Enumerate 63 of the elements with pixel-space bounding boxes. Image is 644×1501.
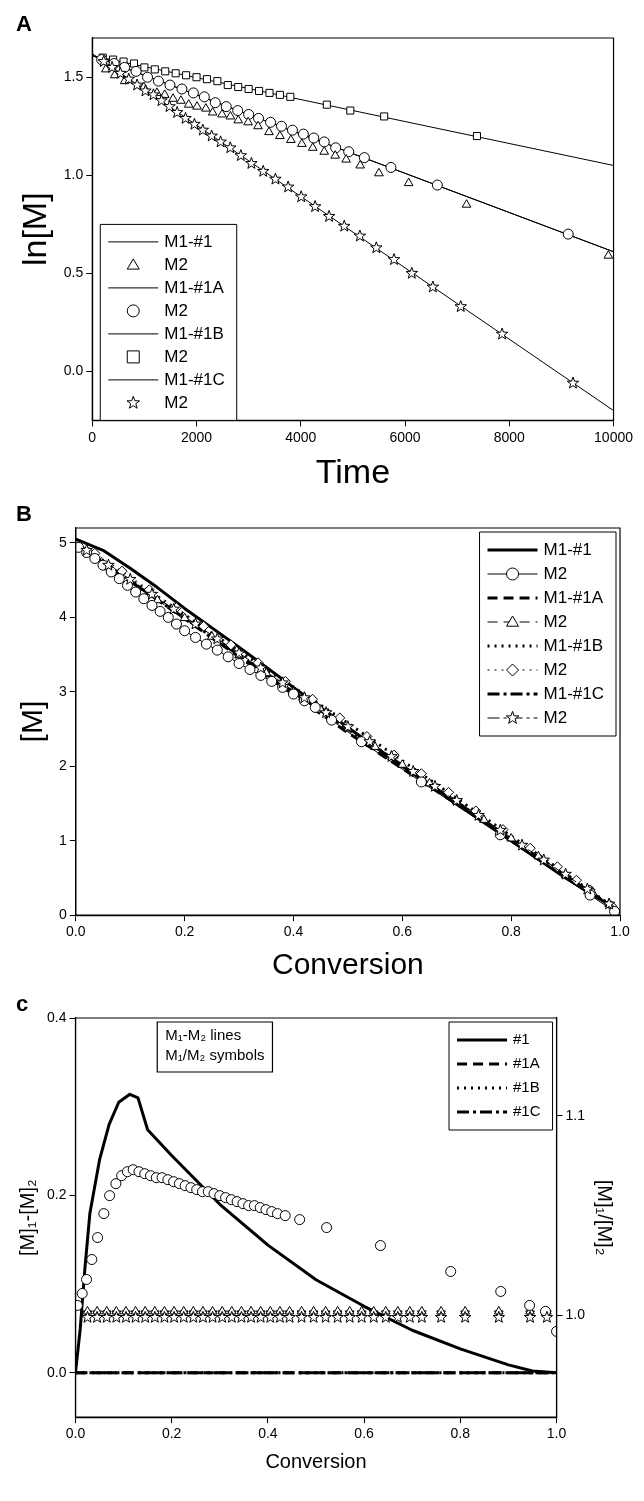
y-tick-label: 0 <box>58 906 67 923</box>
x-tick-label: 0.8 <box>450 1425 471 1442</box>
y-axis-title: [M]₁-[M]₂ <box>15 1179 38 1256</box>
x-tick-label: 0.6 <box>354 1425 375 1442</box>
y2-tick-label: 1.1 <box>565 1106 586 1123</box>
x-tick-label: 1.0 <box>610 923 630 940</box>
legend-label: M1-#1B <box>543 635 604 655</box>
legend-label: M2 <box>543 563 568 583</box>
legend-label: M1-#1 <box>164 231 213 251</box>
legend-label: M2 <box>164 300 188 320</box>
x-axis-title: Time <box>315 451 391 490</box>
legend-label: M1-#1C <box>164 369 225 389</box>
annotation: M₁-M₂ lines <box>165 1025 242 1043</box>
legend-label: M2 <box>164 346 188 366</box>
chart-title: A <box>16 11 32 37</box>
y-tick-label: 3 <box>58 682 67 699</box>
y-tick-label: 1 <box>58 831 67 848</box>
legend-label: M2 <box>543 659 568 679</box>
x-tick-label: 2000 <box>180 428 213 445</box>
y-tick-label: 1.0 <box>63 166 84 183</box>
legend-label: M1-#1A <box>543 587 604 607</box>
y-tick-label: 0.0 <box>46 1363 67 1380</box>
x-tick-label: 1.0 <box>546 1425 567 1442</box>
legend-label: M1-#1B <box>164 323 224 343</box>
y-axis-title: [M] <box>15 700 49 743</box>
legend-label: M1-#1 <box>543 539 592 559</box>
x-tick-label: 8000 <box>493 428 526 445</box>
chart-title: c <box>16 991 29 1017</box>
y2-tick-label: 1.0 <box>565 1306 586 1323</box>
legend-label: M2 <box>164 254 188 274</box>
x-tick-label: 0.4 <box>283 923 304 940</box>
x-tick-label: 0.2 <box>174 923 195 940</box>
x-tick-label: 6000 <box>389 428 421 445</box>
y-tick-label: 5 <box>58 533 67 550</box>
x-tick-label: 0 <box>88 428 97 445</box>
y-tick-label: 0.4 <box>46 1008 67 1025</box>
y-tick-label: 0.5 <box>63 264 84 281</box>
y2-axis-title: [M]₁/[M]₂ <box>594 1179 617 1256</box>
x-tick-label: 4000 <box>285 428 317 445</box>
legend-label: M1-#1C <box>543 683 605 703</box>
legend-label: M1-#1A <box>164 277 225 297</box>
legend-label: M2 <box>543 707 568 727</box>
legend-label: #1B <box>513 1078 540 1096</box>
x-tick-label: 0.2 <box>161 1425 182 1442</box>
x-tick-label: 10000 <box>594 428 634 445</box>
x-tick-label: 0.8 <box>501 923 522 940</box>
x-tick-label: 0.6 <box>392 923 413 940</box>
annotation: M₁/M₂ symbols <box>165 1045 265 1063</box>
y-tick-label: 4 <box>58 608 67 625</box>
x-axis-title: Conversion <box>272 947 424 981</box>
y-tick-label: 2 <box>58 757 67 774</box>
chart-title: B <box>16 501 32 527</box>
y-tick-label: 0.0 <box>63 362 84 379</box>
y-axis-title: ln[M] <box>14 192 53 267</box>
legend-label: #1 <box>513 1030 530 1048</box>
y-tick-label: 1.5 <box>63 68 84 85</box>
y-tick-label: 0.2 <box>46 1186 67 1203</box>
legend-label: #1A <box>513 1054 540 1072</box>
x-tick-label: 0.4 <box>258 1425 278 1442</box>
legend-label: #1C <box>513 1102 541 1120</box>
legend-label: M2 <box>543 611 568 631</box>
legend-label: M2 <box>164 392 188 412</box>
x-axis-title: Conversion <box>265 1449 367 1472</box>
